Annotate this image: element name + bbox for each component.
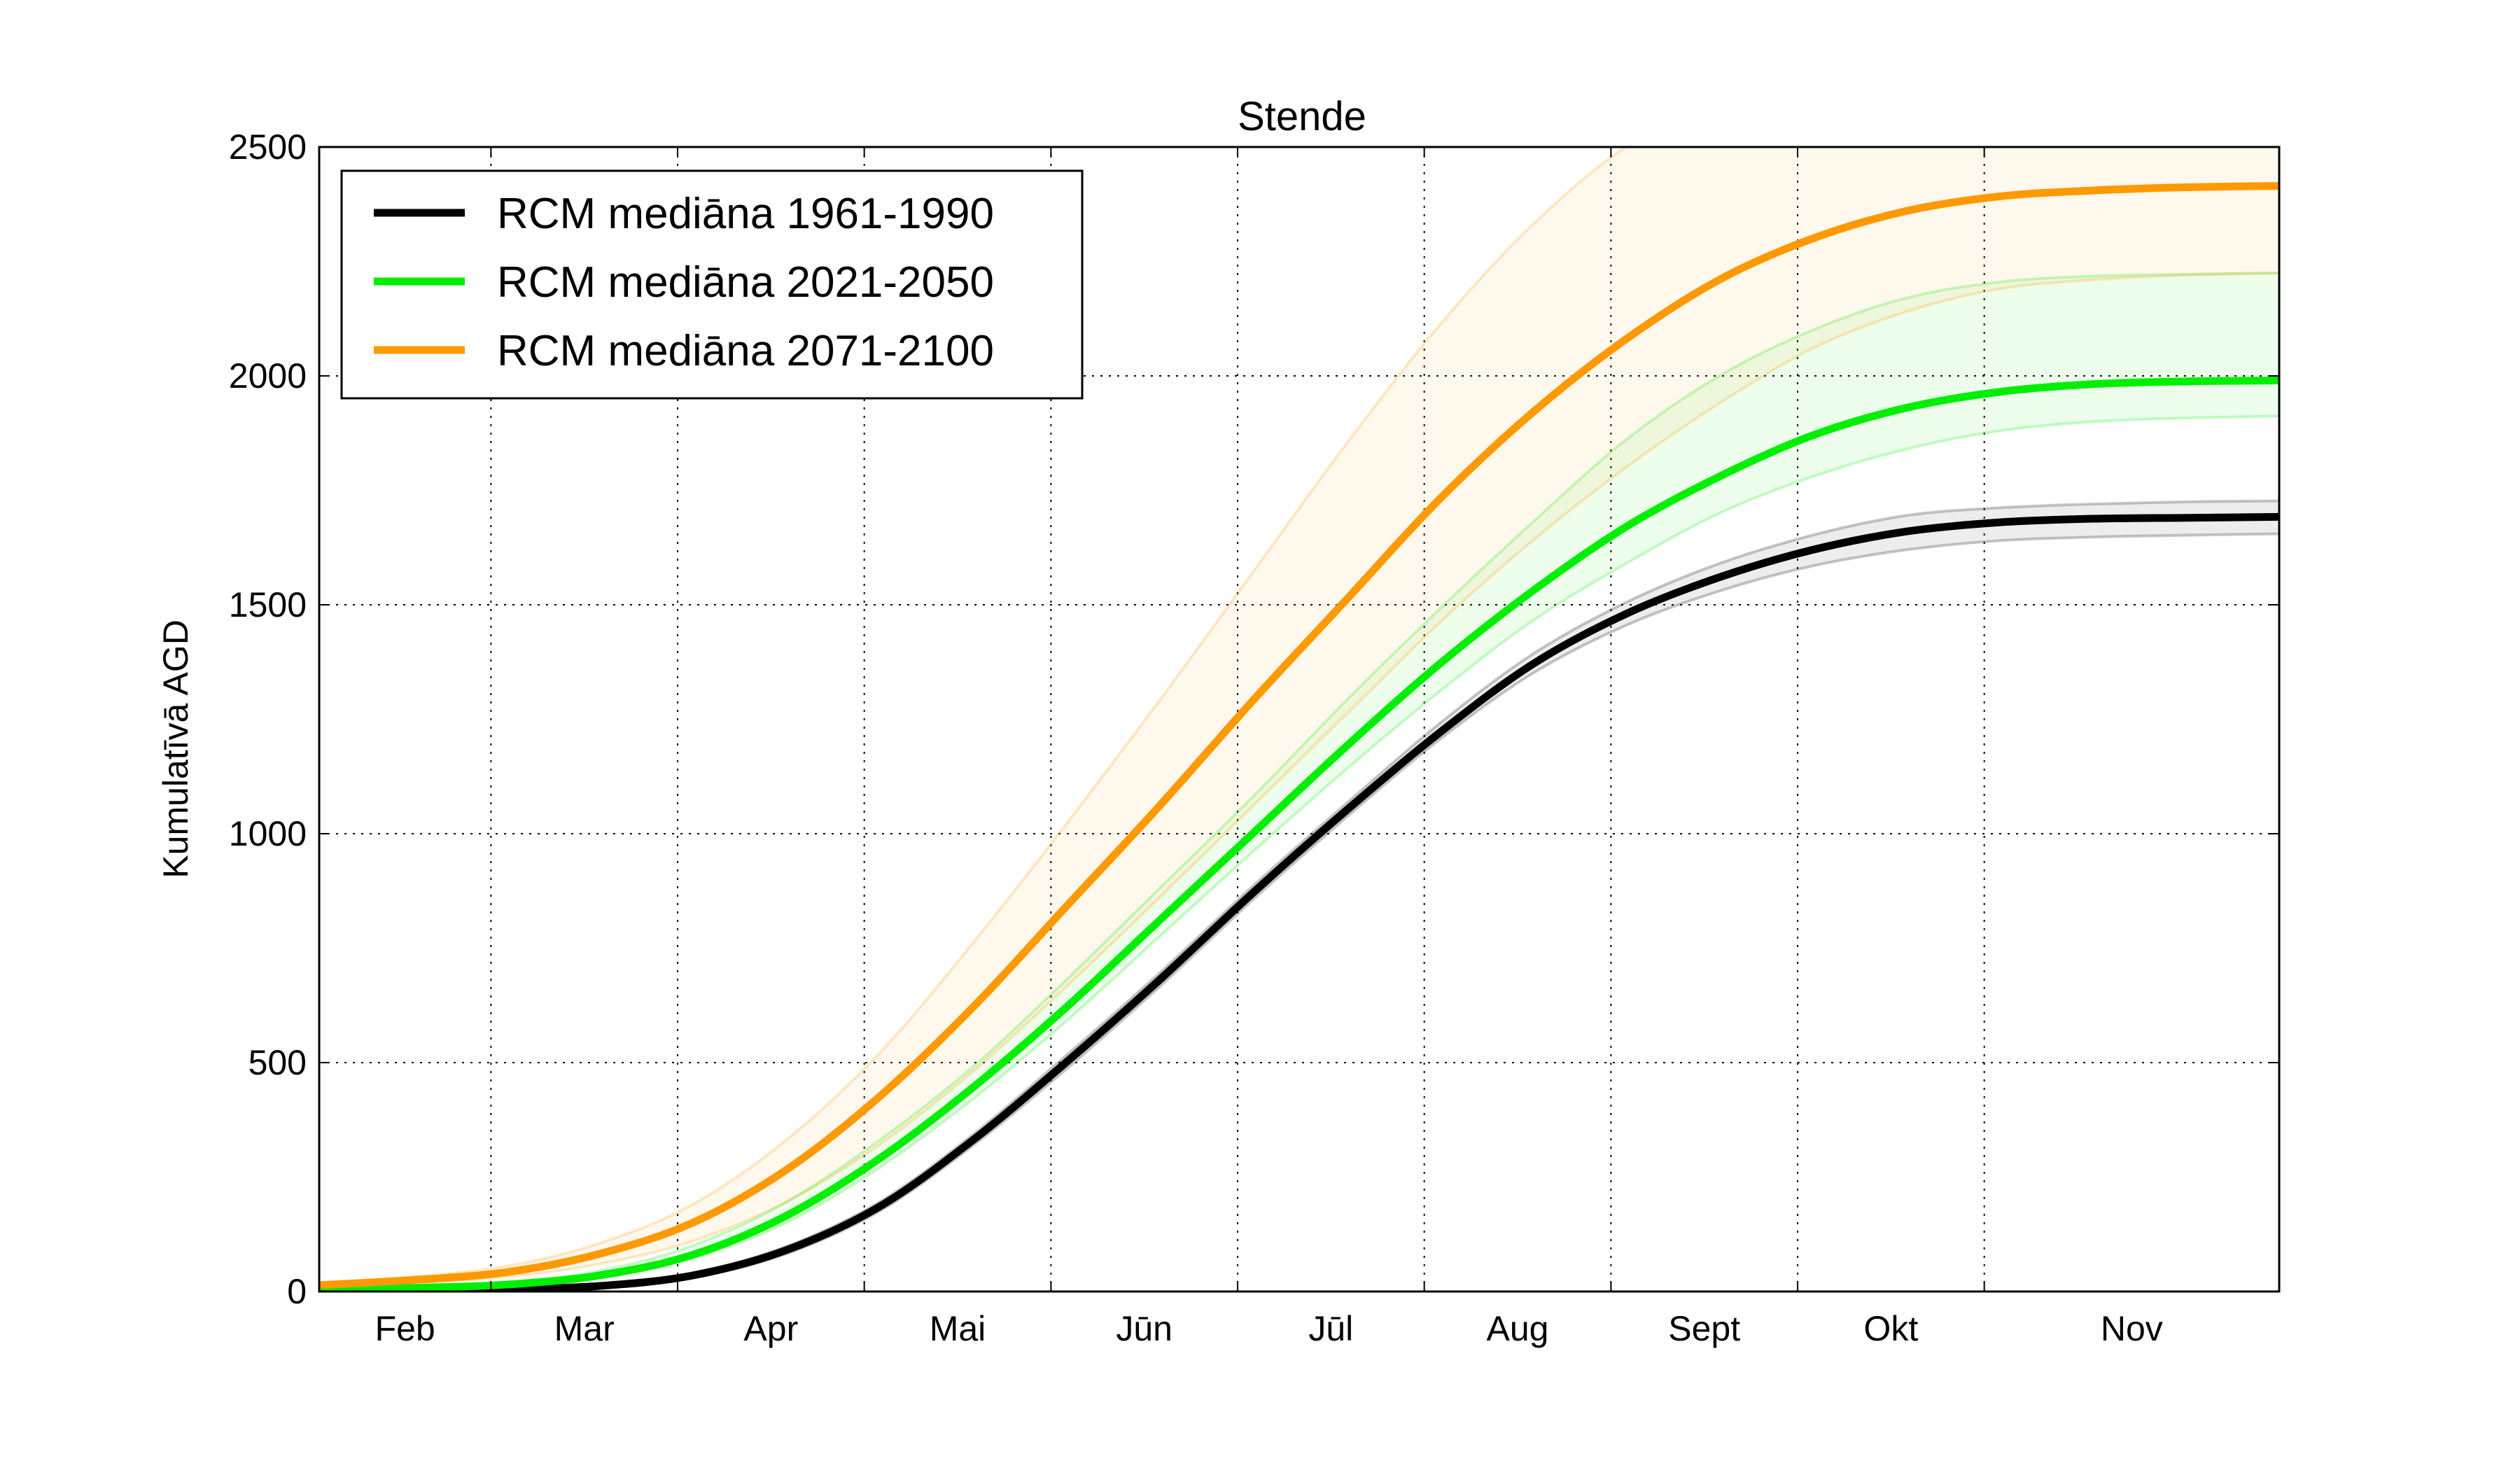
y-tick-label: 1500 — [229, 585, 307, 624]
x-tick-label: Feb — [375, 1309, 435, 1348]
band-lower-edge — [319, 271, 2279, 1289]
chart-title: Stende — [1238, 94, 1366, 139]
confidence-band — [319, 272, 2279, 1291]
y-tick-label: 1000 — [229, 814, 307, 853]
band-upper-edge — [319, 271, 2279, 1290]
x-tick-label: Nov — [2101, 1309, 2163, 1348]
band-upper-edge — [319, 147, 1629, 1285]
legend-label: RCM mediāna 1961-1990 — [497, 190, 994, 238]
x-tick-label: Sept — [1668, 1309, 1740, 1348]
x-tick-label: Jūl — [1308, 1309, 1353, 1348]
plot-frame — [318, 146, 2281, 1293]
x-tick-label: Mar — [554, 1309, 615, 1348]
x-tick-label: Apr — [743, 1309, 798, 1348]
y-tick-label: 500 — [248, 1043, 307, 1082]
series-lines — [319, 182, 2279, 1292]
series-line — [319, 512, 2279, 1292]
y-tick-label: 2000 — [229, 356, 307, 396]
y-tick-label: 2500 — [229, 127, 307, 167]
x-tick-label: Jūn — [1116, 1309, 1172, 1348]
legend: RCM mediāna 1961-1990 RCM mediāna 2021-20… — [340, 169, 1084, 400]
y-tick-label: 0 — [287, 1272, 307, 1311]
axis-ticks: 0 500 1000 1500 2000 2500 Feb Mar Apr Mai Jūn Jūl Au… — [229, 127, 2279, 1348]
series-line — [319, 182, 2279, 1289]
legend-box — [340, 169, 1084, 400]
x-tick-label: Aug — [1487, 1309, 1549, 1348]
legend-label: RCM mediāna 2021-2050 — [497, 258, 994, 307]
y-axis-label: Kumulatīvā AGD — [156, 620, 195, 878]
confidence-band — [319, 147, 2279, 1287]
legend-label: RCM mediāna 2071-2100 — [497, 327, 994, 375]
x-tick-label: Mai — [930, 1309, 986, 1348]
series-line — [319, 377, 2279, 1292]
x-tick-label: Okt — [1863, 1309, 1918, 1348]
